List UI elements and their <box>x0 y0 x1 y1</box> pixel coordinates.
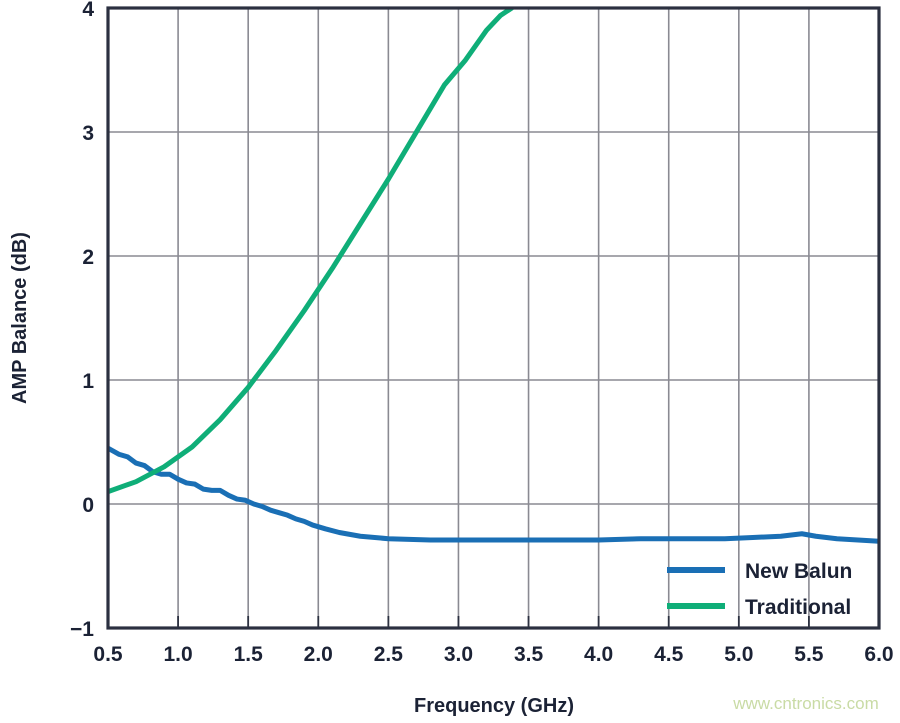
y-tick-label: 1 <box>82 370 94 393</box>
plot-frame <box>106 6 881 630</box>
x-tick-label: 5.5 <box>794 643 824 666</box>
x-tick-label: 5.0 <box>724 643 753 666</box>
x-axis-ticks: 0.5 1.0 1.5 2.0 2.5 3.0 3.5 4.0 4.5 5.0 5.5 6.0 <box>93 616 894 666</box>
x-tick-label: 3.5 <box>514 643 544 666</box>
legend-label-traditional: Traditional <box>745 596 851 619</box>
series-line-new-balun <box>108 445 879 544</box>
x-tick-label: 6.0 <box>864 643 893 666</box>
y-tick-label: −1 <box>70 618 94 641</box>
x-tick-label: 4.5 <box>654 643 684 666</box>
y-tick-label: 4 <box>82 0 94 21</box>
x-axis-title: Frequency (GHz) <box>414 695 574 717</box>
legend: New Balun Traditional <box>667 560 852 619</box>
legend-label-new-balun: New Balun <box>745 560 852 583</box>
x-tick-label: 2.5 <box>374 643 404 666</box>
y-tick-label: 3 <box>82 122 94 145</box>
x-tick-label: 3.0 <box>444 643 473 666</box>
series-line-traditional <box>108 8 515 495</box>
y-axis-ticks: −1 0 1 2 3 4 <box>70 0 94 641</box>
x-tick-label: 2.0 <box>304 643 333 666</box>
y-axis-title: AMP Balance (dB) <box>9 232 31 404</box>
watermark-text: www.cntronics.com <box>732 694 878 713</box>
x-tick-label: 4.0 <box>584 643 613 666</box>
plot-border <box>106 6 881 630</box>
plot-series <box>108 8 879 544</box>
y-tick-label: 2 <box>82 246 94 269</box>
x-tick-label: 0.5 <box>93 643 123 666</box>
y-tick-label: 0 <box>82 494 94 517</box>
grid-lines <box>108 8 879 628</box>
x-tick-label: 1.5 <box>234 643 264 666</box>
x-tick-label: 1.0 <box>163 643 192 666</box>
